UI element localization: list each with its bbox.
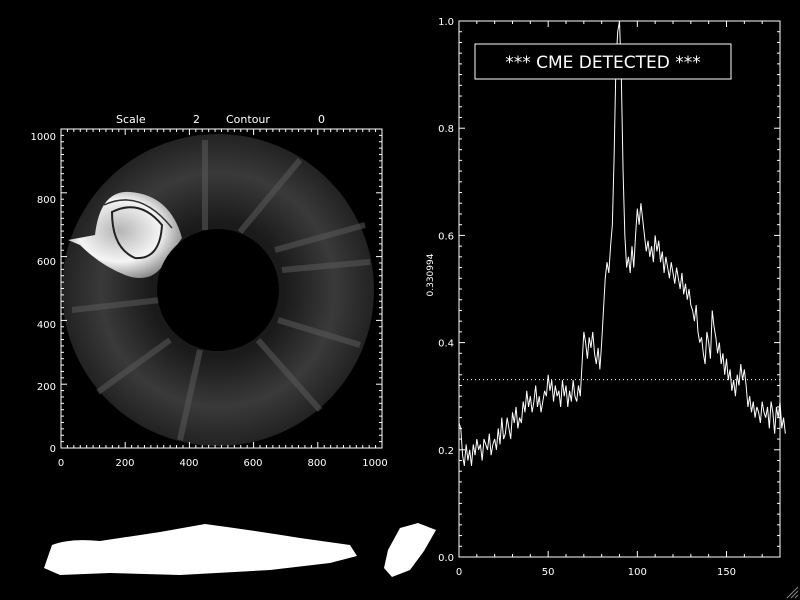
contour-label: Contour bbox=[226, 113, 270, 126]
alert-frame bbox=[474, 43, 732, 80]
image-header: Scale 2 Contour 0 bbox=[116, 113, 325, 126]
image-y-tick-label: 600 bbox=[37, 257, 56, 268]
chart-y-tick-label: 0.0 bbox=[438, 553, 454, 564]
scale-value: 2 bbox=[193, 113, 200, 126]
image-x-tick-label: 0 bbox=[58, 458, 64, 469]
chart-y-tick-label: 0.2 bbox=[438, 446, 454, 457]
coronagraph-image bbox=[62, 134, 374, 446]
chart-y-tick-label: 1.0 bbox=[438, 17, 454, 28]
chart-y-tick-label: 0.4 bbox=[438, 339, 454, 350]
image-y-tick-label: 0 bbox=[50, 444, 56, 455]
image-axis-ticks bbox=[60, 128, 383, 449]
image-x-tick-label: 800 bbox=[307, 458, 326, 469]
chart-y-tick-label: 0.8 bbox=[438, 124, 454, 135]
timeseries-chart: 0 50 100 150 0.0 0.2 0.4 0.6 0.8 1.0 0.330994 **… bbox=[426, 17, 786, 578]
cme-contour-inner bbox=[110, 206, 164, 260]
image-y-tick-label: 400 bbox=[37, 320, 56, 331]
image-y-tick-label: 1000 bbox=[31, 132, 56, 143]
mask-shapes bbox=[44, 523, 436, 577]
mask-blob-small bbox=[384, 523, 436, 577]
image-x-tick-labels: 0 200 400 600 800 1000 bbox=[58, 458, 388, 469]
cme-alert-text: *** CME DETECTED *** bbox=[505, 53, 701, 73]
image-x-tick-label: 1000 bbox=[362, 458, 387, 469]
image-y-tick-label: 200 bbox=[37, 382, 56, 393]
chart-x-tick-label: 150 bbox=[717, 567, 736, 578]
chart-y-axis-label: 0.330994 bbox=[426, 253, 436, 296]
chart-x-tick-labels: 0 50 100 150 bbox=[456, 567, 736, 578]
series-line bbox=[458, 20, 786, 466]
chart-axes-frame bbox=[458, 20, 781, 558]
chart-x-tick-label: 0 bbox=[456, 567, 462, 578]
image-x-tick-label: 200 bbox=[115, 458, 134, 469]
chart-axis-ticks bbox=[458, 20, 781, 558]
chart-y-tick-labels: 0.0 0.2 0.4 0.6 0.8 1.0 bbox=[438, 17, 454, 564]
coronagraph-panel: Scale 2 Contour 0 bbox=[31, 113, 388, 469]
cme-contour-outer bbox=[103, 199, 173, 229]
image-y-tick-labels: 0 200 400 600 800 1000 bbox=[31, 132, 56, 455]
occulter-disk bbox=[157, 229, 279, 351]
chart-y-tick-label: 0.6 bbox=[438, 231, 454, 242]
cme-alert-box: *** CME DETECTED *** bbox=[474, 43, 732, 80]
contour-value: 0 bbox=[318, 113, 325, 126]
resize-grip-icon[interactable] bbox=[786, 586, 799, 599]
image-y-tick-label: 800 bbox=[37, 195, 56, 206]
chart-x-tick-label: 50 bbox=[542, 567, 555, 578]
streamer-rays bbox=[71, 140, 371, 441]
mask-blob-large bbox=[44, 524, 357, 575]
image-x-tick-label: 600 bbox=[243, 458, 262, 469]
image-x-tick-label: 400 bbox=[179, 458, 198, 469]
chart-x-tick-label: 100 bbox=[628, 567, 647, 578]
cme-feature bbox=[68, 191, 182, 279]
scale-label: Scale bbox=[116, 113, 146, 126]
